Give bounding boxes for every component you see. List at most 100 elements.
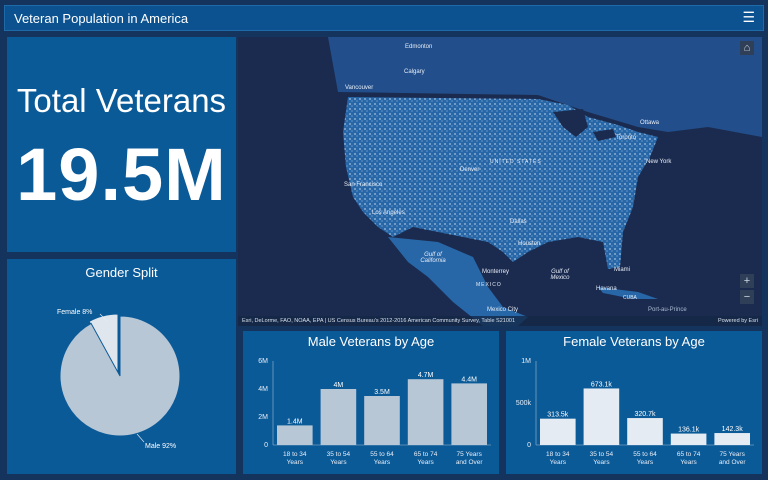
map-label: Edmonton: [405, 44, 433, 50]
pie-label-female: Female 8%: [57, 309, 92, 316]
canada-landmass: [328, 37, 762, 137]
female-chart-title: Female Veterans by Age: [563, 334, 705, 349]
map-label: Monterrey: [482, 269, 510, 275]
map-label: Havana: [596, 286, 617, 292]
map-label: CUBA: [623, 295, 637, 301]
map-label: Calgary: [404, 69, 425, 75]
x-tick-label: 75 Years: [457, 451, 483, 458]
app-header: Veteran Population in America ☰: [4, 5, 764, 31]
x-tick-label: Years: [637, 459, 654, 466]
female-veterans-panel: Female Veterans by Age 0 500k 1M 313.5k 18 t…: [506, 331, 762, 474]
leader-line: [99, 313, 108, 322]
attribution-text: Esri, DeLorme, FAO, NOAA, EPA | US Censu…: [242, 318, 516, 324]
map-label: Mexico City: [487, 307, 519, 313]
map-basemap: [328, 37, 762, 326]
map-label: Gulf of California: [420, 252, 446, 264]
gender-pie-chart: Female 8% Male 92%: [57, 309, 181, 450]
x-tick-label: 65 to 74: [414, 451, 438, 458]
y-tick-label: 2M: [258, 414, 268, 421]
data-label: 4.7M: [418, 372, 434, 379]
x-tick-label: Years: [417, 459, 434, 466]
gender-split-panel: Gender Split Female 8% Male 92%: [7, 259, 236, 474]
data-label: 313.5k: [547, 412, 569, 419]
powered-by-esri-link[interactable]: Powered by Esri: [717, 318, 758, 324]
map-label: Toronto: [616, 135, 637, 141]
bar: [540, 418, 576, 445]
x-tick-label: 65 to 74: [677, 451, 701, 458]
x-tick-label: 55 to 64: [370, 451, 394, 458]
zoom-out-button[interactable]: −: [740, 290, 754, 304]
x-tick-label: Years: [593, 459, 610, 466]
map-label: Vancouver: [345, 85, 374, 91]
veteran-map[interactable]: Edmonton Calgary Vancouver Ottawa Toront…: [238, 37, 762, 326]
y-tick-label: 1M: [521, 358, 531, 365]
data-label: 673.1k: [591, 381, 613, 388]
bar: [451, 383, 487, 445]
map-label: New York: [646, 159, 672, 165]
data-label: 142.3k: [722, 426, 744, 433]
map-attribution: Esri, DeLorme, FAO, NOAA, EPA | US Censu…: [238, 316, 762, 326]
home-icon[interactable]: ⌂: [740, 41, 754, 55]
x-tick-label: 35 to 54: [327, 451, 351, 458]
zoom-in-button[interactable]: +: [740, 274, 754, 288]
cuba: [598, 287, 658, 299]
map-label: Miami: [614, 267, 630, 273]
x-tick-label: Years: [680, 459, 697, 466]
y-tick-label: 0: [264, 442, 268, 449]
gender-split-title: Gender Split: [85, 265, 158, 280]
x-tick-label: 18 to 34: [546, 451, 570, 458]
bar: [407, 379, 444, 445]
bar: [670, 433, 707, 445]
x-tick-label: Years: [550, 459, 567, 466]
x-tick-label: Years: [374, 459, 391, 466]
y-tick-label: 0: [527, 442, 531, 449]
great-lakes: [553, 109, 616, 141]
bar: [714, 433, 750, 445]
map-label: Port-au-Prince: [648, 307, 687, 313]
total-veterans-value: 19.5M: [16, 133, 227, 216]
map-label: Los Angeles: [372, 210, 405, 216]
bar: [320, 389, 357, 445]
x-tick-label: and Over: [456, 459, 484, 466]
y-tick-label: 500k: [516, 400, 532, 407]
pie-slice: [59, 315, 181, 437]
map-label: Houston: [518, 241, 541, 247]
map-label: UNITED STATES: [490, 159, 542, 165]
data-label: 4.4M: [461, 376, 477, 383]
map-label: Gulf of Mexico: [550, 269, 570, 281]
x-tick-label: and Over: [719, 459, 747, 466]
map-label: Denver: [460, 167, 480, 173]
hamburger-menu-icon[interactable]: ☰: [742, 9, 755, 25]
app-title: Veteran Population in America: [14, 11, 189, 26]
map-label: Ottawa: [640, 120, 660, 126]
y-tick-label: 6M: [258, 358, 268, 365]
mexico-landmass: [388, 237, 528, 326]
map-label: San Francisco: [344, 182, 383, 188]
bar: [583, 388, 620, 445]
total-veterans-label: Total Veterans: [16, 82, 227, 119]
map-label: Dallas: [510, 219, 527, 225]
data-label: 320.7k: [634, 411, 656, 418]
data-label: 4M: [334, 382, 344, 389]
x-tick-label: 75 Years: [720, 451, 746, 458]
male-chart-title: Male Veterans by Age: [307, 334, 435, 349]
bar: [277, 425, 313, 445]
male-veterans-panel: Male Veterans by Age 0 2M 4M 6M 1.4M 18 to 34…: [243, 331, 499, 474]
leader-line: [136, 433, 145, 443]
x-tick-label: Years: [330, 459, 347, 466]
bar: [364, 396, 400, 445]
data-label: 136.1k: [678, 427, 700, 434]
bar: [627, 418, 663, 445]
x-tick-label: Years: [287, 459, 304, 466]
pie-label-male: Male 92%: [145, 443, 176, 450]
x-tick-label: 55 to 64: [633, 451, 657, 458]
map-label: MEXICO: [476, 282, 502, 288]
x-tick-label: 35 to 54: [590, 451, 614, 458]
x-tick-label: 18 to 34: [283, 451, 307, 458]
data-label: 1.4M: [287, 418, 303, 425]
data-label: 3.5M: [374, 389, 390, 396]
total-veterans-panel: Total Veterans 19.5M: [7, 37, 236, 252]
y-tick-label: 4M: [258, 386, 268, 393]
